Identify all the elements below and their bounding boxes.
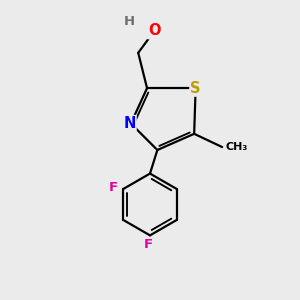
Text: F: F xyxy=(108,181,118,194)
Text: S: S xyxy=(190,81,201,96)
Text: N: N xyxy=(123,116,136,131)
Text: CH₃: CH₃ xyxy=(226,142,248,152)
Text: H: H xyxy=(124,15,135,28)
Text: O: O xyxy=(148,23,161,38)
Text: F: F xyxy=(144,238,153,251)
